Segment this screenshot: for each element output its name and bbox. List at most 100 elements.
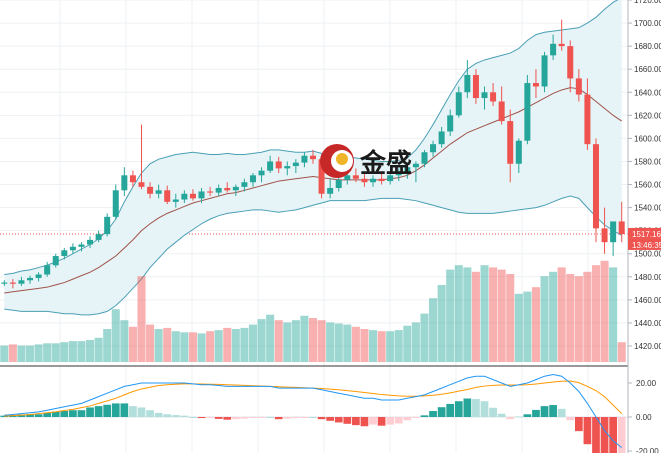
- candle-body-44: [378, 178, 385, 182]
- axis-tick-label-1: 1700.00: [634, 19, 661, 28]
- candle-body-52: [447, 115, 454, 132]
- candle-body-64: [550, 43, 557, 56]
- candle-body-22: [189, 193, 196, 199]
- macd-hist-bar-14: [120, 403, 129, 417]
- osc-axis-tick-label-2: -20.00: [636, 447, 659, 453]
- axis-tick-label-12: 1480.00: [634, 273, 661, 282]
- candle-body-46: [395, 173, 402, 176]
- macd-hist-bar-53: [454, 401, 463, 417]
- watermark-logo-dot: [336, 153, 348, 165]
- macd-hist-bar-54: [463, 398, 472, 417]
- macd-hist-bar-26: [223, 417, 232, 420]
- candle-body-61: [524, 83, 531, 141]
- last-price-label: 1517.16: [632, 230, 661, 239]
- gridlines: [0, 0, 628, 453]
- macd-hist-bar-10: [86, 407, 94, 417]
- volume-bar-3: [25, 345, 35, 362]
- macd-hist-bar-66: [566, 417, 575, 421]
- macd-hist-bar-44: [377, 417, 386, 426]
- volume-bar-36: [308, 318, 318, 362]
- volume-bar-67: [574, 276, 583, 362]
- candle-body-50: [430, 144, 437, 153]
- candle-body-35: [301, 155, 308, 163]
- volume-bar-17: [146, 324, 155, 362]
- candle-body-72: [618, 221, 625, 235]
- candle-body-62: [532, 83, 539, 87]
- axis-tick-label-0: 1720.00: [634, 0, 661, 5]
- volume-bar-57: [489, 267, 498, 362]
- candle-body-27: [232, 186, 239, 191]
- macd-hist-bar-58: [497, 413, 506, 417]
- volume-bar-20: [171, 331, 180, 362]
- macd-line: [4, 373, 623, 448]
- volume-bar-13: [111, 309, 120, 362]
- candle-body-63: [541, 55, 548, 87]
- candle-body-69: [592, 144, 599, 229]
- macd-hist-bar-9: [77, 410, 86, 417]
- axis-tick-label-11: 1500.00: [634, 250, 661, 259]
- candle-body-29: [249, 175, 256, 183]
- macd-hist-bar-52: [446, 403, 455, 417]
- volume-bar-12: [103, 329, 112, 362]
- macd-hist-bar-11: [94, 406, 103, 417]
- macd-hist-bar-5: [43, 412, 52, 417]
- macd-hist-bar-13: [111, 403, 120, 417]
- volume-bar-23: [197, 333, 206, 362]
- volume-bar-42: [360, 329, 369, 362]
- candle-body-39: [335, 179, 342, 188]
- volume-bar-51: [437, 285, 446, 362]
- volume-bar-27: [231, 329, 240, 362]
- candle-body-20: [172, 199, 179, 202]
- volume-bar-38: [326, 322, 335, 362]
- macd-hist-bar-27: [231, 417, 240, 420]
- macd-hist-bar-43: [369, 417, 377, 425]
- macd-hist-bar-31: [266, 417, 274, 418]
- volume-bar-10: [86, 340, 95, 362]
- macd-hist-bar-22: [189, 417, 197, 418]
- candle-body-6: [52, 256, 59, 266]
- macd-hist-bar-57: [489, 407, 497, 417]
- macd-hist-bar-40: [343, 417, 352, 424]
- macd-hist-bar-62: [532, 409, 540, 417]
- volume-bar-26: [223, 327, 232, 362]
- candle-body-49: [421, 152, 428, 164]
- macd-hist-bar-50: [429, 411, 437, 417]
- macd-hist-bar-0: [0, 415, 9, 417]
- axis-tick-label-2: 1680.00: [634, 42, 661, 51]
- macd-hist-bar-33: [283, 417, 292, 419]
- volume-bar-64: [549, 271, 558, 362]
- volume-bar-14: [120, 320, 129, 362]
- candle-body-45: [387, 175, 394, 182]
- candle-body-8: [69, 246, 76, 251]
- macd-hist-bar-69: [592, 417, 600, 458]
- candle-body-66: [567, 46, 574, 79]
- volume-bar-70: [600, 260, 609, 362]
- candle-body-24: [207, 191, 214, 193]
- macd-hist-bar-55: [472, 399, 480, 417]
- volume-bar-33: [283, 322, 292, 362]
- candle-body-23: [198, 191, 205, 199]
- candle-body-65: [558, 43, 565, 47]
- candle-body-67: [575, 78, 582, 95]
- volume-bar-4: [34, 344, 43, 362]
- macd-hist-bar-47: [403, 417, 412, 421]
- macd-hist-bar-25: [214, 417, 223, 419]
- candle-body-0: [1, 282, 8, 284]
- candle-body-1: [9, 282, 16, 284]
- candle-body-58: [498, 101, 505, 122]
- volume-bar-39: [334, 323, 343, 362]
- candle-body-55: [472, 74, 479, 99]
- macd-hist-bar-12: [103, 404, 112, 417]
- macd-hist-bar-68: [583, 417, 592, 445]
- volume-bar-21: [180, 332, 189, 362]
- candle-body-25: [215, 187, 222, 193]
- axis-tick-label-15: 1420.00: [634, 342, 661, 351]
- volume-bar-62: [531, 287, 540, 362]
- macd-hist-bar-23: [197, 417, 206, 419]
- volume-bar-44: [377, 331, 386, 362]
- volume-bar-59: [506, 274, 515, 362]
- volume-bar-69: [591, 265, 601, 362]
- axis-tick-label-3: 1660.00: [634, 65, 661, 74]
